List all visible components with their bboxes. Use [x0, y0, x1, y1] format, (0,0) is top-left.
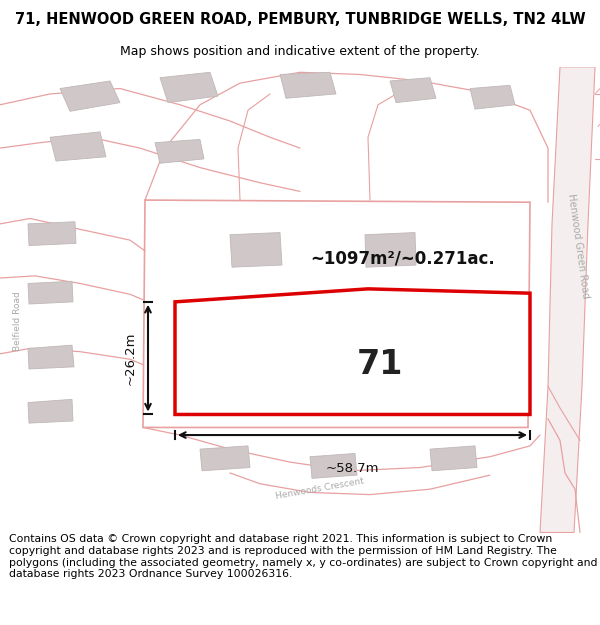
Polygon shape	[230, 362, 282, 397]
Polygon shape	[175, 289, 530, 414]
Text: 71, HENWOOD GREEN ROAD, PEMBURY, TUNBRIDGE WELLS, TN2 4LW: 71, HENWOOD GREEN ROAD, PEMBURY, TUNBRID…	[14, 12, 586, 27]
Polygon shape	[540, 67, 595, 532]
Polygon shape	[200, 446, 250, 471]
Text: Belfield Road: Belfield Road	[13, 291, 23, 351]
Text: Henwood Green Road: Henwood Green Road	[566, 192, 590, 299]
Polygon shape	[60, 81, 120, 111]
Polygon shape	[28, 399, 73, 423]
Polygon shape	[155, 139, 204, 163]
Polygon shape	[365, 232, 416, 268]
Polygon shape	[28, 345, 74, 369]
Text: 71: 71	[357, 348, 403, 381]
Text: Henwoods Crescent: Henwoods Crescent	[275, 477, 365, 501]
Text: ~26.2m: ~26.2m	[124, 331, 137, 385]
Text: Contains OS data © Crown copyright and database right 2021. This information is : Contains OS data © Crown copyright and d…	[9, 534, 598, 579]
Polygon shape	[160, 72, 218, 102]
Text: ~1097m²/~0.271ac.: ~1097m²/~0.271ac.	[310, 249, 495, 268]
Text: Map shows position and indicative extent of the property.: Map shows position and indicative extent…	[120, 45, 480, 58]
Text: ~58.7m: ~58.7m	[325, 462, 379, 475]
Polygon shape	[280, 72, 336, 98]
Polygon shape	[28, 281, 73, 304]
Polygon shape	[365, 362, 416, 397]
Polygon shape	[28, 222, 76, 246]
Polygon shape	[390, 78, 436, 102]
Polygon shape	[470, 85, 515, 109]
Polygon shape	[50, 132, 106, 161]
Polygon shape	[230, 232, 282, 268]
Polygon shape	[430, 446, 477, 471]
Polygon shape	[310, 454, 357, 478]
